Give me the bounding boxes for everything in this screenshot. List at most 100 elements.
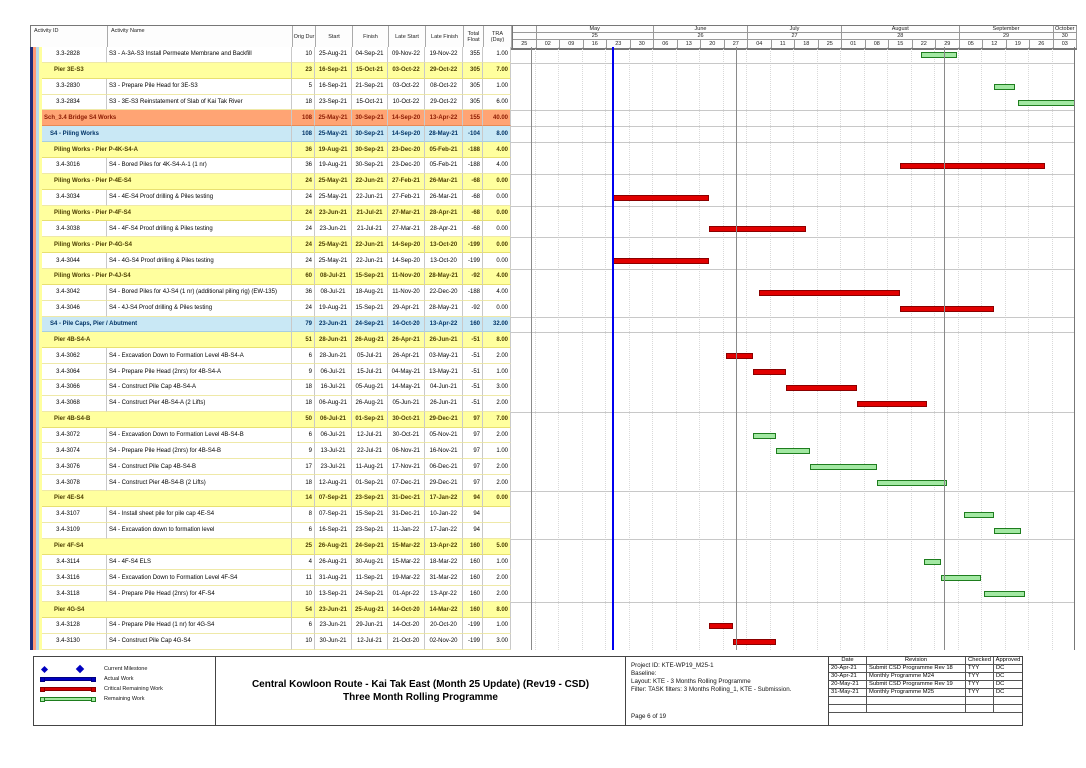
activity-id-cell: 3.4-3118 [30, 586, 107, 603]
tra-cell: 3.00 [483, 380, 511, 396]
revision-cell [829, 697, 867, 704]
gantt-lane [511, 538, 1075, 555]
total-float-cell: -68 [463, 173, 483, 190]
revision-cell: Monthly Programme M24 [867, 673, 966, 680]
milestone-diamond-icon [75, 664, 85, 674]
late-start-cell: 03-Oct-22 [388, 78, 425, 95]
revision-cell: TYY [966, 681, 994, 688]
orig-dur-cell: 17 [292, 459, 315, 476]
finish-cell: 21-Jul-21 [352, 205, 388, 222]
gantt-lane [511, 459, 1075, 475]
revision-cell [966, 705, 994, 712]
activity-name-cell: S4 - Excavation down to formation level [107, 522, 292, 539]
start-cell: 12-Aug-21 [315, 475, 352, 492]
table-row: 3.4-3042 S4 - Bored Piles for 4J-S4 (1 nr… [30, 284, 1075, 301]
gantt-lane [511, 634, 1075, 650]
start-cell: 19-Aug-21 [315, 158, 352, 174]
activity-id-cell: 3.4-3114 [30, 554, 107, 571]
group-label-cell: Piling Works - Pier P-4E-S4 [30, 173, 292, 190]
late-finish-cell: 05-Feb-21 [425, 142, 463, 159]
remaining-task-bar [876, 480, 948, 487]
week-tick: 11 [772, 40, 795, 48]
week-tick: 02 [537, 40, 560, 48]
finish-cell: 15-Sep-21 [352, 269, 388, 285]
activity-name-cell: S4 - 4F-S4 Proof drilling & Piles testin… [107, 221, 292, 238]
start-cell: 25-May-21 [315, 189, 352, 206]
finish-cell: 01-Sep-21 [352, 475, 388, 492]
late-start-cell: 14-Sep-20 [388, 126, 425, 143]
total-float-cell: -92 [463, 269, 483, 285]
activity-id-cell: 3.4-3078 [30, 475, 107, 492]
group-label-cell: Pier 4B-S4-A [30, 332, 292, 349]
tra-cell: 8.00 [483, 602, 511, 618]
bar-swatch-icon [40, 685, 98, 693]
activity-name-cell: S4 - Excavation Down to Formation Level … [107, 570, 292, 587]
orig-dur-cell: 18 [292, 94, 315, 111]
week-tick: 23 [607, 40, 631, 48]
tra-cell: 2.00 [483, 427, 511, 444]
gantt-lane [511, 348, 1075, 364]
tra-cell: 0.00 [483, 205, 511, 222]
week-tick-row: 25 02 09 16 23 30 06 13 20 27 04 11 18 25 01 08 15 22 29 05… [513, 40, 1077, 48]
group-label-cell: Piling Works - Pier P-4J-S4 [30, 269, 292, 285]
activity-id-cell: 3.4-3044 [30, 253, 107, 270]
column-header: Late Start [389, 26, 426, 48]
week-tick: 25 [819, 40, 842, 48]
activity-id-cell: 3.3-2828 [30, 47, 107, 63]
legend-label: Actual Work [104, 676, 134, 682]
revision-cell: Submit CSD Programme Rev 19 [867, 681, 966, 688]
total-float-cell: 305 [463, 78, 483, 95]
activity-name-cell: S4 - 4F-S4 ELS [107, 554, 292, 571]
total-float-cell: -51 [463, 364, 483, 381]
week-tick: 04 [748, 40, 772, 48]
table-row: 3.4-3046 S4 - 4J-S4 Proof drilling & Pile… [30, 300, 1075, 317]
week-tick: 19 [1007, 40, 1030, 48]
gantt-lane [511, 411, 1075, 428]
week-tick: 12 [983, 40, 1007, 48]
late-start-cell: 30-Oct-21 [388, 411, 425, 428]
finish-cell: 21-Sep-21 [352, 78, 388, 95]
start-cell: 25-May-21 [315, 173, 352, 190]
activity-id-cell: 3.4-3074 [30, 443, 107, 460]
week-tick: 15 [889, 40, 913, 48]
group-label-cell: Piling Works - Pier P-4F-S4 [30, 205, 292, 222]
schedule-rows: 3.3-2828 S3 - A-3A-S3 Install Permeate Me… [30, 47, 1075, 650]
start-cell: 25-May-21 [315, 126, 352, 143]
table-row: 3.4-3062 S4 - Excavation Down to Formatio… [30, 348, 1075, 365]
start-cell: 06-Jul-21 [315, 427, 352, 444]
revision-cell [994, 705, 1022, 712]
revision-row: 20-Apr-21 Submit CSD Programme Rev 18 TYY D… [829, 665, 1022, 673]
total-float-cell: -51 [463, 395, 483, 412]
total-float-cell: -51 [463, 380, 483, 396]
late-finish-cell: 08-Oct-22 [425, 78, 463, 95]
gantt-lane [511, 205, 1075, 222]
gantt-lane [511, 523, 1075, 539]
orig-dur-cell: 108 [292, 126, 315, 143]
gantt-lane [511, 79, 1075, 95]
finish-cell: 21-Jul-21 [352, 221, 388, 238]
start-cell: 25-May-21 [315, 253, 352, 270]
late-finish-cell: 13-Oct-20 [425, 253, 463, 270]
late-start-cell: 05-Jun-21 [388, 395, 425, 412]
late-start-cell: 21-Oct-20 [388, 633, 425, 650]
week-tick: 08 [866, 40, 889, 48]
group-band-row: Piling Works - Pier P-4J-S4 60 08-Jul-21 15… [30, 269, 1075, 285]
start-cell: 23-Jun-21 [315, 602, 352, 618]
tra-cell: 0.00 [483, 173, 511, 190]
late-finish-cell: 26-Jun-21 [425, 332, 463, 349]
remaining-task-bar [994, 527, 1022, 534]
orig-dur-cell: 18 [292, 395, 315, 412]
finish-cell: 11-Sep-21 [352, 570, 388, 587]
finish-cell: 04-Sep-21 [352, 47, 388, 63]
tra-cell: 32.00 [483, 316, 511, 333]
week-tick: 25 [513, 40, 537, 48]
finish-cell: 15-Sep-21 [352, 300, 388, 317]
activity-name-cell: S4 - 4E-S4 Proof drilling & Piles testin… [107, 189, 292, 206]
table-row: 3.4-3074 S4 - Prepare Pile Head (2nrs) fo… [30, 443, 1075, 460]
late-finish-cell: 17-Jan-22 [425, 491, 463, 507]
gantt-lane [511, 570, 1075, 586]
start-cell: 23-Jul-21 [315, 459, 352, 476]
table-body: 3.3-2828 S3 - A-3A-S3 Install Permeate Me… [30, 47, 1075, 650]
start-cell: 23-Jun-21 [315, 316, 352, 333]
week-tick: 13 [678, 40, 701, 48]
